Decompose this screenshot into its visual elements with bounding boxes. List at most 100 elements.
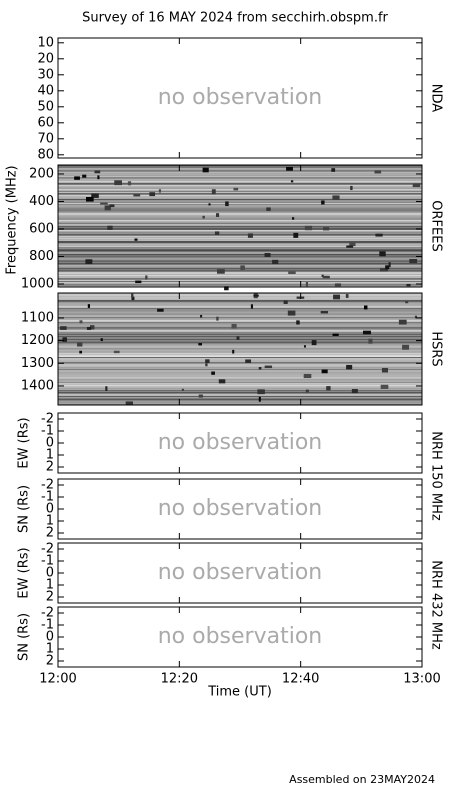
spectrogram-row bbox=[58, 370, 422, 372]
spectrogram-row bbox=[58, 301, 422, 303]
spectrogram-speck bbox=[253, 294, 259, 297]
spectrogram-row bbox=[58, 230, 422, 232]
spectrogram-row bbox=[58, 268, 422, 270]
spectrogram-row bbox=[58, 385, 422, 387]
spectrogram-row bbox=[58, 313, 422, 315]
spectrogram-row bbox=[58, 260, 422, 262]
spectrogram-row bbox=[58, 399, 422, 401]
y-tick-label: -1 bbox=[41, 618, 54, 633]
spectrogram-speck bbox=[266, 207, 271, 211]
spectrogram-speck bbox=[89, 325, 95, 330]
spectrogram-row bbox=[58, 293, 422, 295]
y-tick-label: -2 bbox=[41, 542, 54, 557]
spectrogram-row bbox=[58, 199, 422, 201]
spectrogram-row bbox=[58, 246, 422, 248]
spectrogram-speck bbox=[350, 185, 353, 191]
spectrogram-row bbox=[58, 372, 422, 374]
spectrogram-speck bbox=[405, 301, 409, 304]
x-tick-label: 12:40 bbox=[282, 672, 319, 687]
spectrogram-speck bbox=[332, 333, 339, 336]
spectrogram-speck bbox=[79, 320, 83, 324]
spectrogram-row bbox=[58, 254, 422, 256]
spectrogram-row bbox=[58, 208, 422, 210]
spectrogram-speck bbox=[296, 320, 300, 325]
spectrogram-speck bbox=[381, 367, 389, 373]
spectrogram-speck bbox=[91, 193, 99, 198]
spectrogram-row bbox=[58, 187, 422, 189]
spectrogram-row bbox=[58, 226, 422, 228]
y-tick-label: 1 bbox=[46, 448, 54, 463]
spectrogram-row bbox=[58, 362, 422, 364]
spectrogram-speck bbox=[232, 349, 235, 354]
spectrogram-row bbox=[58, 400, 422, 402]
spectrogram-speck bbox=[114, 180, 122, 186]
spectrogram-speck bbox=[414, 315, 417, 319]
side-label: NRH 150 MHz bbox=[429, 431, 444, 521]
spectrogram-speck bbox=[379, 251, 386, 257]
spectrogram-row bbox=[58, 167, 422, 169]
spectrogram-row bbox=[58, 270, 422, 272]
y-tick-label: 0 bbox=[46, 630, 54, 645]
spectrogram-speck bbox=[97, 175, 100, 180]
spectrogram-speck bbox=[198, 394, 203, 398]
spectrogram-row bbox=[58, 223, 422, 225]
y-tick-label: 600 bbox=[29, 221, 54, 236]
spectrogram-speck bbox=[322, 275, 330, 279]
spectrogram-row bbox=[58, 386, 422, 388]
spectrogram-row bbox=[58, 202, 422, 204]
spectrogram-speck bbox=[100, 338, 103, 342]
spectrogram-speck bbox=[305, 389, 309, 393]
spectrogram-speck bbox=[200, 314, 203, 318]
spectrogram-row bbox=[58, 272, 422, 274]
y-tick-label: 2 bbox=[46, 590, 54, 605]
spectrogram-row bbox=[58, 256, 422, 258]
spectrogram-row bbox=[58, 390, 422, 392]
y-tick-label: 60 bbox=[37, 115, 54, 130]
spectrogram-row bbox=[58, 342, 422, 344]
spectrogram-speck bbox=[321, 369, 328, 374]
y-axis-label: Frequency (MHz) bbox=[5, 165, 20, 274]
spectrogram-row bbox=[58, 365, 422, 367]
spectrogram-row bbox=[58, 212, 422, 214]
spectrogram-speck bbox=[380, 384, 389, 389]
spectrogram-speck bbox=[379, 268, 388, 272]
spectrogram-speck bbox=[94, 170, 101, 174]
spectrogram-row bbox=[58, 224, 422, 226]
spectrogram-speck bbox=[349, 242, 356, 247]
spectrogram-speck bbox=[113, 350, 120, 354]
spectrogram-row bbox=[58, 320, 422, 322]
spectrogram-speck bbox=[107, 225, 113, 231]
spectrogram-speck bbox=[334, 283, 342, 287]
spectrogram-row bbox=[58, 348, 422, 350]
side-label: NRH 432 MHz bbox=[429, 560, 444, 650]
spectrogram-row bbox=[58, 222, 422, 224]
spectrogram-row bbox=[58, 298, 422, 300]
spectrogram-row bbox=[58, 396, 422, 398]
spectrogram-row bbox=[58, 294, 422, 296]
spectrogram-row bbox=[58, 243, 422, 245]
spectrogram-row bbox=[58, 197, 422, 199]
spectrogram-speck bbox=[127, 181, 132, 186]
spectrogram-speck bbox=[293, 232, 299, 238]
panel-frame bbox=[57, 37, 423, 159]
spectrogram-speck bbox=[409, 259, 418, 264]
spectrogram-speck bbox=[205, 359, 210, 363]
spectrogram-row bbox=[58, 240, 422, 242]
spectrogram-speck bbox=[211, 371, 215, 375]
y-tick-label: 1 bbox=[46, 578, 54, 593]
spectrogram-row bbox=[58, 200, 422, 202]
x-tick-label: 12:20 bbox=[161, 672, 198, 687]
y-tick-label: -1 bbox=[41, 554, 54, 569]
chart-title: Survey of 16 MAY 2024 from secchirh.obsp… bbox=[82, 11, 388, 26]
spectrogram-row bbox=[58, 180, 422, 182]
spectrogram-speck bbox=[216, 316, 219, 321]
spectrogram-row bbox=[58, 210, 422, 212]
spectrogram-row bbox=[58, 228, 422, 230]
y-tick-label: 1100 bbox=[21, 310, 54, 325]
spectrogram-speck bbox=[375, 233, 383, 237]
panel-frame bbox=[57, 164, 423, 288]
spectrogram-speck bbox=[303, 345, 306, 348]
y-tick-label: 1200 bbox=[21, 333, 54, 348]
y-tick-label: 200 bbox=[29, 166, 54, 181]
spectrogram-speck bbox=[247, 233, 253, 238]
